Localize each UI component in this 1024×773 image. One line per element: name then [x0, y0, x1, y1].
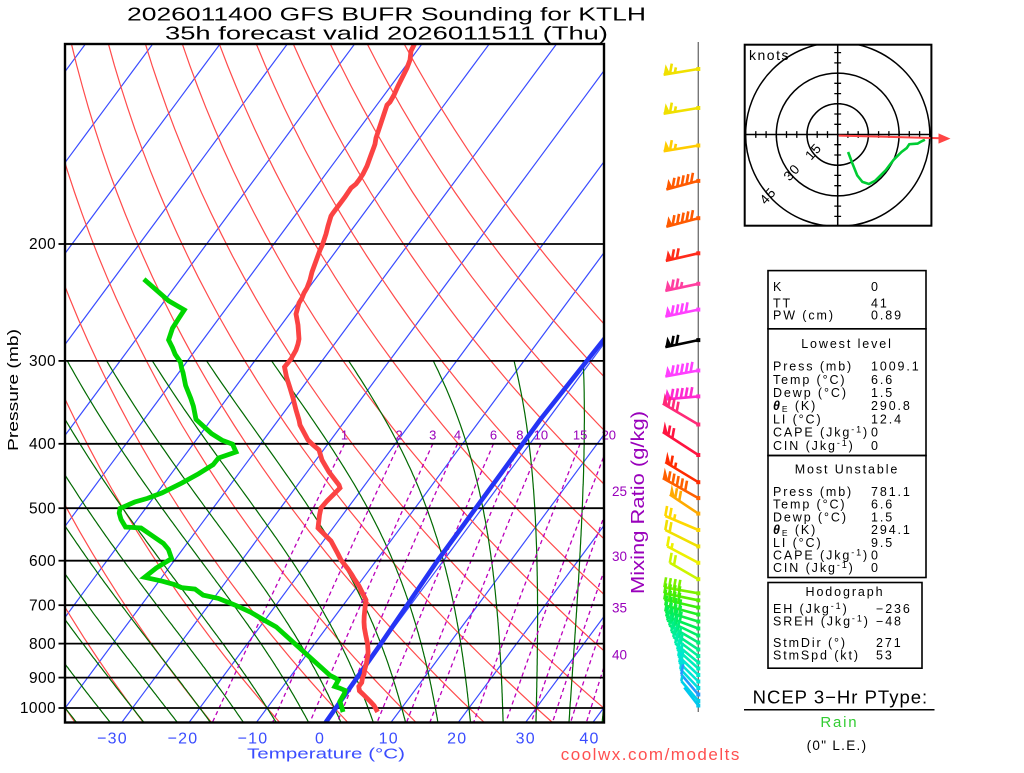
svg-text:25: 25 [612, 484, 627, 499]
svg-text:10: 10 [534, 428, 548, 443]
svg-text:LI (°C): LI (°C) [773, 536, 823, 550]
svg-text:−10: −10 [238, 731, 269, 748]
svg-text:0: 0 [871, 439, 880, 453]
svg-text:500: 500 [29, 500, 56, 517]
svg-text:3: 3 [429, 428, 436, 443]
svg-text:0: 0 [871, 561, 880, 575]
svg-text:40: 40 [579, 731, 599, 748]
svg-text:0: 0 [871, 426, 880, 440]
svg-text:20: 20 [447, 731, 467, 748]
svg-text:53: 53 [876, 649, 894, 663]
svg-text:1000: 1000 [20, 700, 56, 717]
svg-text:−20: −20 [168, 731, 199, 748]
svg-text:Pressure (mb): Pressure (mb) [5, 329, 22, 451]
svg-text:K: K [773, 280, 783, 294]
svg-text:2: 2 [395, 428, 402, 443]
svg-text:600: 600 [29, 553, 56, 570]
svg-text:1009.1: 1009.1 [871, 360, 921, 374]
svg-text:900: 900 [29, 670, 56, 687]
svg-text:knots: knots [749, 47, 790, 63]
svg-text:41: 41 [871, 297, 889, 311]
svg-text:PW (cm): PW (cm) [773, 309, 835, 323]
svg-text:200: 200 [29, 236, 56, 253]
svg-text:CAPE (Jkg-1): CAPE (Jkg-1) [773, 548, 869, 563]
svg-text:coolwx.com/modelts: coolwx.com/modelts [561, 745, 741, 764]
svg-text:−236: −236 [876, 602, 912, 616]
svg-text:−30: −30 [97, 731, 128, 748]
svg-text:35h forecast valid 2026011511: 35h forecast valid 2026011511 (Thu) [165, 24, 608, 44]
svg-text:Temp (°C): Temp (°C) [773, 498, 847, 512]
svg-text:CIN (Jkg-1): CIN (Jkg-1) [773, 438, 855, 453]
svg-text:TT: TT [773, 297, 792, 311]
svg-text:Hodograph: Hodograph [806, 585, 885, 599]
svg-text:0: 0 [871, 549, 880, 563]
svg-text:−48: −48 [876, 615, 903, 629]
svg-text:Press (mb): Press (mb) [773, 485, 853, 499]
svg-text:8: 8 [516, 428, 523, 443]
svg-text:θE (K): θE (K) [773, 523, 817, 538]
svg-text:35: 35 [612, 601, 627, 616]
svg-text:300: 300 [29, 353, 56, 370]
svg-text:800: 800 [29, 636, 56, 653]
svg-text:Mixing Ratio (g/kg): Mixing Ratio (g/kg) [628, 411, 648, 594]
svg-text:10: 10 [379, 731, 399, 748]
svg-text:Most Unstable: Most Unstable [795, 463, 900, 477]
svg-text:12.4: 12.4 [871, 412, 903, 426]
svg-text:40: 40 [612, 648, 627, 663]
svg-text:θE (K): θE (K) [773, 399, 817, 414]
svg-text:700: 700 [29, 597, 56, 614]
svg-text:6: 6 [490, 428, 497, 443]
svg-text:781.1: 781.1 [871, 485, 912, 499]
svg-text:1.5: 1.5 [871, 386, 894, 400]
svg-text:271: 271 [876, 636, 903, 650]
svg-text:SREH (Jkg-1): SREH (Jkg-1) [773, 614, 870, 629]
svg-text:30: 30 [612, 549, 627, 564]
svg-text:294.1: 294.1 [871, 523, 912, 537]
svg-text:Temp (°C): Temp (°C) [773, 373, 847, 387]
svg-text:StmDir (°): StmDir (°) [773, 636, 847, 650]
svg-text:Lowest level: Lowest level [801, 337, 893, 351]
svg-text:NCEP 3−Hr PType:: NCEP 3−Hr PType: [753, 687, 929, 708]
svg-text:0: 0 [871, 280, 880, 294]
svg-text:9.5: 9.5 [871, 536, 894, 550]
svg-text:30: 30 [516, 731, 536, 748]
svg-text:400: 400 [29, 436, 56, 453]
svg-text:EH (Jkg-1): EH (Jkg-1) [773, 601, 849, 616]
svg-text:6.6: 6.6 [871, 498, 894, 512]
svg-text:Dewp (°C): Dewp (°C) [773, 386, 848, 400]
svg-text:Rain: Rain [820, 714, 858, 731]
svg-text:CAPE (Jkg-1): CAPE (Jkg-1) [773, 425, 869, 440]
svg-text:(0" L.E.): (0" L.E.) [807, 738, 868, 753]
svg-text:CIN (Jkg-1): CIN (Jkg-1) [773, 560, 855, 575]
svg-text:15: 15 [573, 428, 587, 443]
svg-text:0: 0 [315, 731, 325, 748]
svg-text:6.6: 6.6 [871, 373, 894, 387]
svg-text:0.89: 0.89 [871, 309, 903, 323]
svg-text:2026011400 GFS BUFR Sounding f: 2026011400 GFS BUFR Sounding for KTLH [127, 5, 646, 25]
svg-text:1.5: 1.5 [871, 510, 894, 524]
svg-text:Temperature (°C): Temperature (°C) [247, 746, 405, 763]
svg-text:4: 4 [454, 428, 461, 443]
svg-text:Press (mb): Press (mb) [773, 360, 853, 374]
svg-text:1: 1 [341, 428, 348, 443]
svg-text:290.8: 290.8 [871, 399, 912, 413]
svg-text:LI (°C): LI (°C) [773, 412, 823, 426]
svg-text:StmSpd (kt): StmSpd (kt) [773, 649, 860, 663]
svg-text:Dewp (°C): Dewp (°C) [773, 510, 848, 524]
